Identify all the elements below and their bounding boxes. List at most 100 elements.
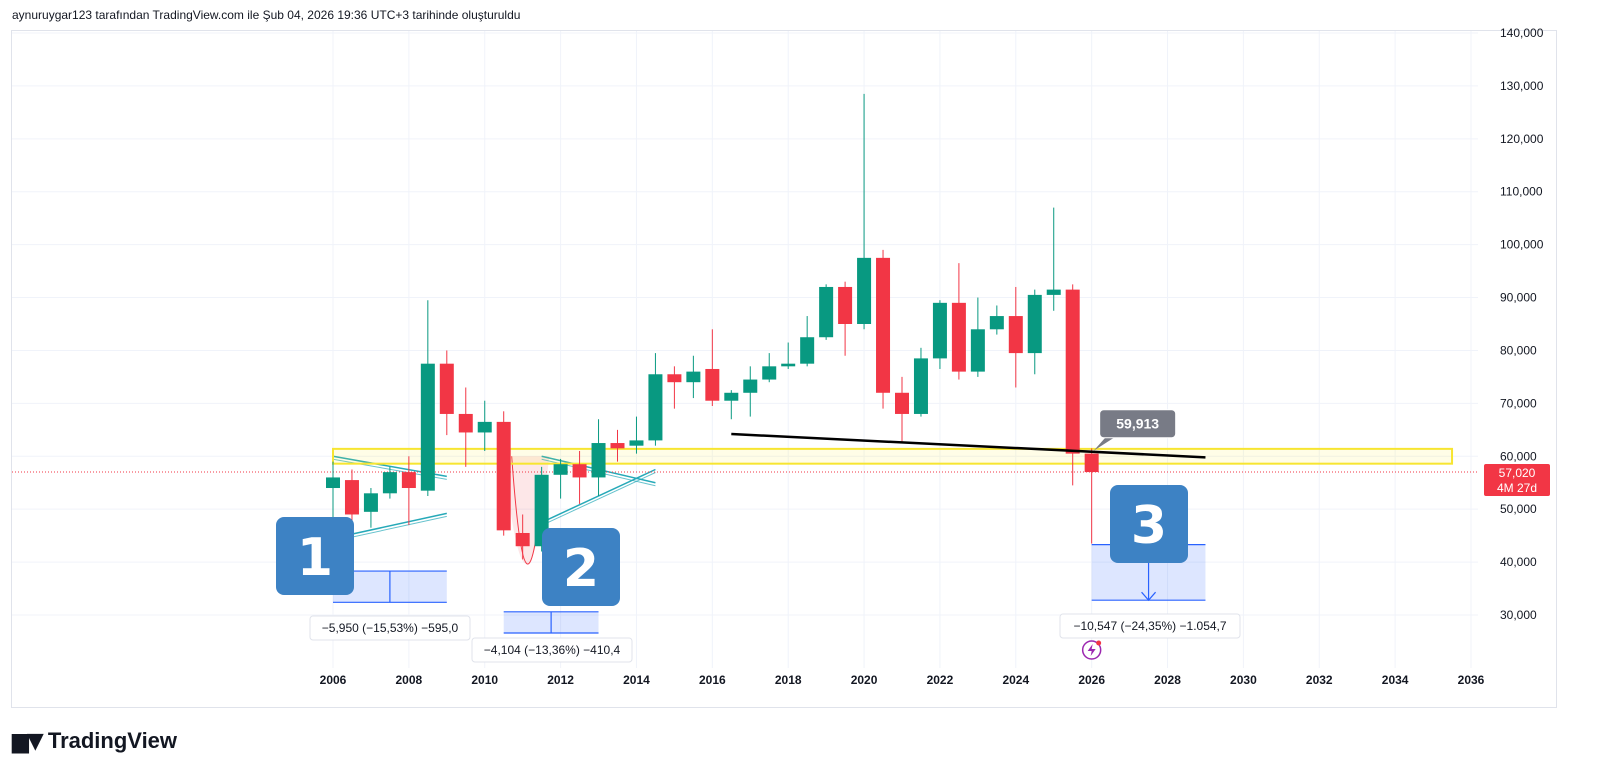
price-tick-label: 30,000	[1500, 608, 1537, 622]
time-tick-label: 2010	[471, 673, 498, 687]
candle-2020	[857, 93, 872, 330]
candle-body	[857, 257, 872, 324]
candle-body	[913, 358, 928, 414]
lightning-icon-dot	[1096, 640, 1102, 646]
candle-2010.5	[496, 411, 511, 536]
candle-2009	[439, 350, 454, 436]
overlay-front-layer: 59,913 1 2 3 −5,950 (−15,53%) −595,0 −4,104 (…	[276, 409, 1241, 663]
candle-body	[326, 477, 340, 489]
candle-2023	[970, 297, 985, 377]
candle-2018	[781, 342, 796, 369]
candle-2011	[515, 514, 530, 560]
candle-2006	[326, 461, 340, 520]
candle-2017	[743, 366, 758, 417]
lightning-icon	[1081, 640, 1102, 660]
candle-2007.5	[382, 466, 397, 499]
candle-body	[1065, 289, 1080, 454]
candle-body	[895, 392, 909, 414]
price-axis: 140,000 130,000 120,000 110,000 100,000 90,00…	[1484, 26, 1550, 622]
candle-2022.5	[951, 263, 966, 380]
callout-box	[1099, 409, 1177, 439]
tradingview-brand[interactable]: ▆▼ TradingView	[12, 728, 177, 754]
callout-value: 59,913	[1116, 416, 1159, 432]
candle-2016	[705, 329, 720, 407]
time-tick-label: 2020	[851, 673, 878, 687]
current-price-value: 57,020	[1499, 466, 1536, 480]
grid-layer	[12, 31, 1478, 668]
candle-2022	[932, 300, 947, 369]
price-tick-label: 120,000	[1500, 132, 1544, 146]
candle-body	[686, 371, 701, 383]
candle-body	[876, 257, 891, 393]
candle-2014	[629, 416, 644, 454]
candle-2008	[401, 456, 416, 526]
overlay-back-layer	[12, 447, 1478, 634]
candle-body	[951, 302, 966, 372]
candle-layer	[326, 93, 1099, 560]
price-tick-label: 80,000	[1500, 343, 1537, 357]
number-badge-label: 3	[1131, 496, 1167, 556]
candle-body	[439, 363, 454, 414]
price-tick-label: 140,000	[1500, 26, 1544, 40]
measure-label-2: −4,104 (−13,36%) −410,4	[484, 643, 621, 657]
candle-body	[610, 443, 625, 449]
candle-2024	[1008, 286, 1023, 388]
candle-body	[553, 464, 568, 475]
candle-body	[667, 374, 682, 383]
candle-2017.5	[762, 353, 777, 383]
number-badge-label: 1	[297, 528, 333, 588]
candle-body	[800, 337, 815, 364]
candle-2014.5	[648, 353, 663, 446]
number-badge-1	[276, 517, 354, 595]
candle-body	[932, 302, 947, 359]
candle-body	[629, 440, 644, 446]
candle-2010	[477, 400, 492, 451]
candle-2011.5	[534, 466, 549, 552]
candle-2021.5	[913, 347, 928, 417]
countdown-label: 4M 27d	[1497, 481, 1537, 495]
measure-label-1: −5,950 (−15,53%) −595,0	[322, 621, 459, 635]
candle-body	[496, 421, 511, 531]
candle-body	[420, 363, 435, 491]
trend-line	[731, 432, 1206, 459]
triangle-pattern-2-line	[541, 472, 656, 526]
candle-body	[363, 493, 378, 512]
candle-2012.5	[572, 450, 587, 504]
candle-body	[705, 368, 720, 401]
price-tick-label: 130,000	[1500, 79, 1544, 93]
time-tick-label: 2026	[1078, 673, 1105, 687]
candle-body	[458, 413, 473, 433]
candle-2015.5	[686, 355, 701, 399]
time-tick-label: 2032	[1306, 673, 1333, 687]
candle-body	[1084, 453, 1099, 473]
candle-body	[1046, 289, 1061, 295]
candle-body	[1008, 316, 1023, 354]
tradingview-logo-icon: ▆▼	[12, 728, 44, 754]
time-tick-label: 2028	[1154, 673, 1181, 687]
chart-frame	[11, 30, 1557, 708]
candle-body	[344, 480, 359, 515]
candle-2016.5	[724, 390, 739, 420]
time-tick-label: 2036	[1458, 673, 1485, 687]
candle-2020.5	[876, 249, 891, 409]
candle-body	[477, 421, 492, 433]
candle-body	[515, 532, 530, 547]
candle-2018.5	[800, 316, 815, 367]
brand-name: TradingView	[47, 728, 178, 753]
candle-2025	[1046, 207, 1061, 311]
candle-body	[401, 472, 416, 489]
time-tick-label: 2006	[320, 673, 347, 687]
time-tick-label: 2024	[1002, 673, 1029, 687]
candle-2009.5	[458, 387, 473, 467]
candle-body	[382, 472, 397, 494]
support-zone	[332, 447, 1454, 465]
candle-body	[591, 443, 606, 478]
candle-body	[743, 379, 758, 393]
candle-2012	[553, 458, 568, 499]
candle-2019	[819, 284, 834, 340]
time-axis: 2006 2008 2010 2012 2014 2016 2018 2020 2022 2024…	[320, 673, 1485, 687]
measure-label-box	[309, 615, 471, 641]
price-tick-label: 60,000	[1500, 449, 1537, 463]
time-tick-label: 2030	[1230, 673, 1257, 687]
